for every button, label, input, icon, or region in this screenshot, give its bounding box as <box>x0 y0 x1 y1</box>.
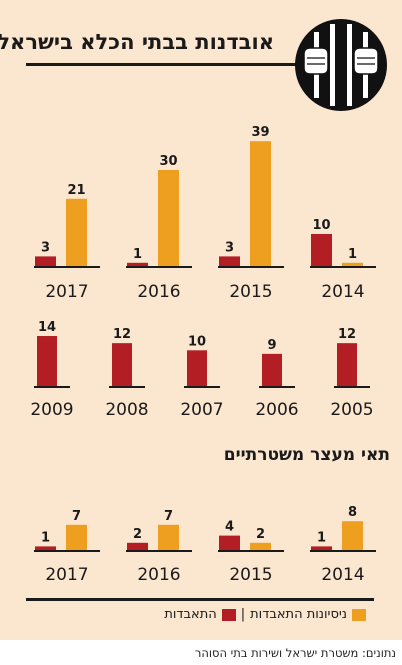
year-label: 2015 <box>229 282 272 302</box>
attempt-bar <box>342 262 363 266</box>
title-rule <box>26 63 298 66</box>
year-label: 2008 <box>105 400 148 420</box>
source-note: נתונים: משטרת ישראל ושירות בתי הסוהר <box>194 646 396 660</box>
legend-attempt-label: ניסיונות התאבדות <box>250 607 347 622</box>
suicide-bar <box>311 234 332 266</box>
value-label: 1 <box>133 247 142 262</box>
attempt-bar <box>66 198 87 266</box>
attempt-bar <box>66 524 87 550</box>
attempt-bar <box>342 521 363 550</box>
baseline <box>109 386 145 388</box>
year-label: 2014 <box>321 282 364 302</box>
suicide-bar <box>219 256 240 266</box>
suicide-bar <box>35 546 56 550</box>
value-label: 10 <box>188 334 206 349</box>
value-label: 12 <box>113 327 131 342</box>
baseline <box>184 386 220 388</box>
year-label: 2005 <box>330 400 373 420</box>
baseline <box>218 550 284 552</box>
value-label: 3 <box>41 240 50 255</box>
baseline <box>218 266 284 268</box>
prison-bars-icon <box>295 19 387 111</box>
suicide-bar <box>35 256 56 266</box>
suicide-bar <box>262 353 282 386</box>
value-label: 12 <box>338 327 356 342</box>
attempt-bar <box>158 524 179 550</box>
value-label: 7 <box>164 509 173 524</box>
value-label: 1 <box>41 530 50 545</box>
attempt-bar <box>250 542 271 550</box>
value-label: 9 <box>267 338 276 353</box>
year-label: 2015 <box>229 565 272 585</box>
baseline <box>334 386 370 388</box>
baseline <box>310 550 376 552</box>
value-label: 1 <box>348 247 357 262</box>
attempt-bar <box>250 141 271 266</box>
suicide-bar <box>127 262 148 266</box>
bottom-rule <box>26 598 374 601</box>
suicide-bar <box>311 546 332 550</box>
value-label: 2 <box>256 527 265 542</box>
value-label: 1 <box>317 530 326 545</box>
baseline <box>126 266 192 268</box>
year-label: 2016 <box>137 565 180 585</box>
value-label: 3 <box>225 240 234 255</box>
year-label: 2009 <box>30 400 73 420</box>
year-label: 2014 <box>321 565 364 585</box>
baseline <box>34 266 100 268</box>
baseline <box>126 550 192 552</box>
value-label: 39 <box>251 125 269 140</box>
suicide-bar <box>127 542 148 550</box>
value-label: 7 <box>72 509 81 524</box>
value-label: 30 <box>159 154 177 169</box>
baseline <box>259 386 295 388</box>
infographic-panel: אובדנות בבתי הכלא בישראל 3 21 2017 1 30 2016 3… <box>0 0 402 640</box>
value-label: 21 <box>67 183 85 198</box>
attempt-bar <box>158 170 179 266</box>
suicide-bar <box>337 343 357 386</box>
police-cells-title: תאי מעצר משטרתיים <box>223 445 390 465</box>
legend-suicide-label: התאבדות <box>164 607 217 622</box>
suicide-bar <box>219 535 240 550</box>
suicide-bar <box>37 336 57 386</box>
baseline <box>34 550 100 552</box>
value-label: 14 <box>38 320 56 335</box>
legend: ניסיונות התאבדות | התאבדות <box>164 607 366 622</box>
legend-separator: | <box>240 607 246 622</box>
chart-title: אובדנות בבתי הכלא בישראל <box>0 30 274 54</box>
legend-attempt-swatch <box>352 608 366 621</box>
year-label: 2017 <box>45 282 88 302</box>
year-label: 2006 <box>255 400 298 420</box>
chart-area: 3212017130201633920151012014142009122008… <box>30 125 376 585</box>
legend-suicide-swatch <box>221 608 236 621</box>
baseline <box>34 386 70 388</box>
year-label: 2007 <box>180 400 223 420</box>
year-label: 2017 <box>45 565 88 585</box>
value-label: 8 <box>348 505 357 520</box>
value-label: 4 <box>225 520 234 535</box>
year-label: 2016 <box>137 282 180 302</box>
value-label: 10 <box>312 218 330 233</box>
value-label: 2 <box>133 527 142 542</box>
baseline <box>310 266 376 268</box>
suicide-bar <box>112 343 132 386</box>
suicide-bar <box>187 350 207 386</box>
